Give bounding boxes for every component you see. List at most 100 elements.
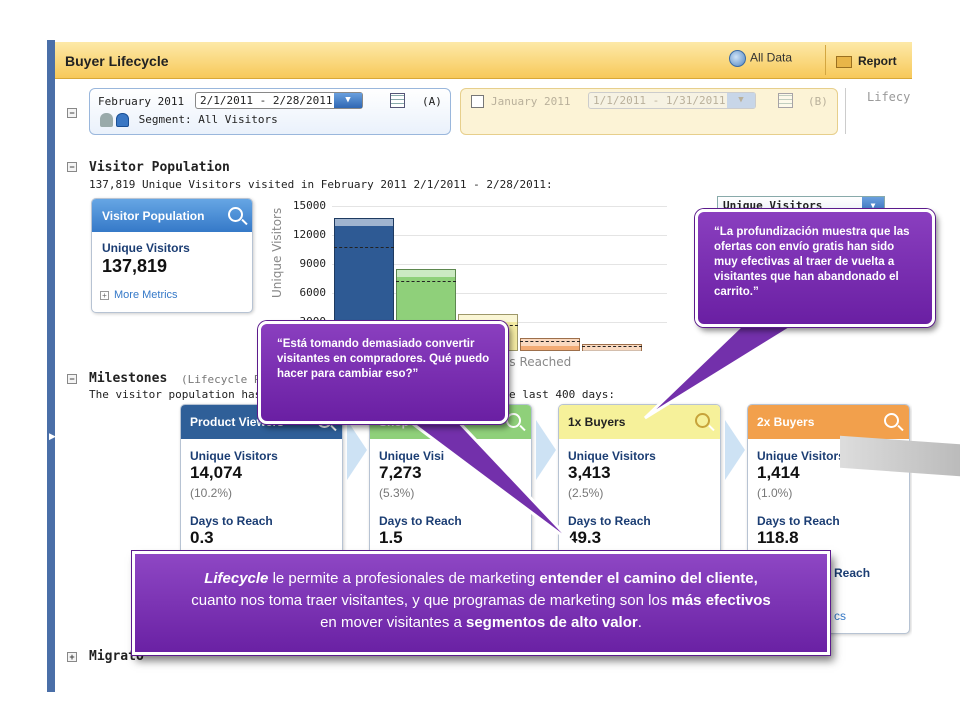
right-callout: “La profundización muestra que las ofert… bbox=[695, 209, 935, 327]
chart-bar-highlight bbox=[397, 269, 455, 277]
days-to-reach-extra: Reach bbox=[834, 566, 871, 580]
collapse-filters-toggle[interactable]: − bbox=[67, 108, 77, 118]
search-icon[interactable] bbox=[506, 413, 521, 428]
expand-icon: + bbox=[100, 290, 109, 300]
more-metrics-link[interactable]: cs bbox=[834, 609, 846, 623]
unique-visitors-label: Unique Visitors bbox=[102, 241, 190, 255]
right-callout-text: “La profundización muestra que las ofert… bbox=[714, 226, 910, 298]
calendar-icon[interactable] bbox=[778, 93, 793, 108]
expand-migrators[interactable]: + bbox=[67, 652, 77, 662]
days-to-reach-label: Days to Reach bbox=[190, 514, 273, 528]
chevron-down-icon[interactable]: ▼ bbox=[727, 93, 755, 108]
segment-label: Segment: All Visitors bbox=[138, 113, 278, 126]
gridline bbox=[332, 235, 667, 236]
search-icon[interactable] bbox=[228, 207, 243, 222]
days-to-reach-label: Days to Reach bbox=[757, 514, 840, 528]
days-to-reach-value: 49.3 bbox=[568, 528, 602, 547]
y-tick-label: 15000 bbox=[292, 199, 326, 212]
days-to-reach-value: 118.8 bbox=[757, 528, 799, 547]
banner-l1-emphasis: entender el camino del cliente, bbox=[539, 570, 758, 587]
chart-average-line bbox=[334, 246, 394, 248]
flow-chevron-icon bbox=[725, 420, 747, 480]
globe-icon bbox=[729, 50, 746, 67]
flow-chevron-icon bbox=[536, 420, 558, 480]
unique-visitors-percent: (2.5%) bbox=[568, 486, 604, 500]
milestone-card-title: 1x Buyers bbox=[568, 415, 626, 429]
range-tag-a: (A) bbox=[422, 95, 442, 108]
calendar-icon[interactable] bbox=[390, 93, 405, 108]
y-tick-label: 9000 bbox=[299, 257, 327, 270]
y-tick-label: 12000 bbox=[292, 228, 326, 241]
report-icon bbox=[836, 55, 852, 68]
collapse-milestones[interactable]: − bbox=[67, 374, 77, 384]
gridline bbox=[332, 293, 667, 294]
visitor-population-title: Visitor Population bbox=[89, 160, 230, 175]
left-callout-text: “Está tomando demasiado convertir visita… bbox=[277, 338, 490, 380]
days-to-reach-label: Days to Reach bbox=[379, 514, 462, 528]
banner-l3-text: en mover visitantes a bbox=[320, 614, 466, 631]
date-range-b: January 2011 1/1/2011 - 1/31/2011 ▼ (B) bbox=[460, 88, 838, 135]
app-title: Buyer Lifecycle bbox=[65, 53, 169, 69]
milestones-subtitle-right: e last 400 days: bbox=[509, 388, 615, 401]
title-bar: Buyer Lifecycle All Data Report bbox=[55, 42, 912, 79]
date-range-value-a: 2/1/2011 - 2/28/2011 bbox=[200, 94, 333, 107]
date-range-select-a[interactable]: 2/1/2011 - 2/28/2011 ▼ bbox=[195, 92, 363, 109]
unique-visitors-value: 137,819 bbox=[102, 256, 168, 276]
milestone-card-title: 2x Buyers bbox=[757, 415, 815, 429]
expand-arrow-icon[interactable]: ▶ bbox=[49, 432, 56, 442]
date-range-select-b[interactable]: 1/1/2011 - 1/31/2011 ▼ bbox=[588, 92, 756, 109]
visitor-population-card-title: Visitor Population bbox=[102, 209, 205, 223]
visitor-population-card[interactable]: Visitor Population Unique Visitors 137,8… bbox=[91, 198, 253, 313]
chart-bar-highlight bbox=[521, 338, 579, 346]
more-metrics-link[interactable]: + More Metrics bbox=[100, 289, 178, 301]
unique-visitors-label: Unique Visitors bbox=[190, 449, 278, 463]
milestones-title: Milestones bbox=[89, 371, 168, 386]
chart-bar-highlight bbox=[583, 345, 641, 353]
chart-average-line bbox=[396, 281, 456, 283]
days-to-reach-value: 1.5 bbox=[379, 528, 403, 547]
search-icon[interactable] bbox=[884, 413, 899, 428]
milestones-note: (Lifecycle Pe bbox=[181, 373, 268, 386]
people-icon[interactable] bbox=[116, 113, 129, 127]
unique-visitors-value: 3,413 bbox=[568, 463, 611, 482]
flow-chevron-icon bbox=[347, 420, 369, 480]
chart-bar-2x-buyers[interactable] bbox=[582, 344, 642, 353]
unique-visitors-percent: (1.0%) bbox=[757, 486, 793, 500]
unique-visitors-label: Unique Visi bbox=[379, 449, 445, 463]
person-icon[interactable] bbox=[100, 113, 113, 127]
gridline bbox=[332, 206, 667, 207]
date-range-a: February 2011 2/1/2011 - 2/28/2011 ▼ (A)… bbox=[89, 88, 451, 135]
visitor-population-card-header: Visitor Population bbox=[92, 199, 252, 232]
collapse-visitor-population[interactable]: − bbox=[67, 162, 77, 172]
chart-average-line bbox=[520, 340, 580, 342]
unique-visitors-percent: (5.3%) bbox=[379, 486, 415, 500]
panel-divider bbox=[845, 88, 846, 134]
date-range-value-b: 1/1/2011 - 1/31/2011 bbox=[593, 94, 726, 107]
month-label-b: January 2011 bbox=[491, 95, 571, 108]
unique-visitors-value: 1,414 bbox=[757, 463, 800, 482]
unique-visitors-value: 7,273 bbox=[379, 463, 422, 482]
y-tick-label: 6000 bbox=[299, 286, 327, 299]
side-panel-label: Lifecy bbox=[867, 90, 911, 104]
gridline bbox=[332, 264, 667, 265]
compare-checkbox[interactable] bbox=[471, 95, 484, 108]
range-tag-b: (B) bbox=[808, 95, 828, 108]
chart-x-axis-label: es Reached bbox=[502, 355, 572, 369]
unique-visitors-label: Unique Visitors bbox=[568, 449, 656, 463]
all-data-button[interactable]: All Data bbox=[729, 50, 824, 72]
banner-line-2: cuanto nos toma traer visitantes, y que … bbox=[145, 590, 817, 612]
visitor-population-subtitle: 137,819 Unique Visitors visited in Febru… bbox=[89, 178, 553, 191]
left-callout: “Está tomando demasiado convertir visita… bbox=[258, 321, 508, 424]
banner-l2-emphasis: más efectivos bbox=[671, 592, 771, 609]
chevron-down-icon[interactable]: ▼ bbox=[334, 93, 362, 108]
more-metrics-label: More Metrics bbox=[114, 289, 178, 301]
banner-l3-end: . bbox=[637, 614, 642, 631]
month-label-a: February 2011 bbox=[98, 95, 185, 108]
report-button[interactable]: Report bbox=[825, 45, 912, 75]
search-icon[interactable] bbox=[695, 413, 710, 428]
chart-y-axis-label: Unique Visitors bbox=[270, 207, 284, 298]
unique-visitors-label: Unique Visitors bbox=[757, 449, 845, 463]
left-panel-edge[interactable] bbox=[47, 40, 55, 692]
unique-visitors-value: 14,074 bbox=[190, 463, 242, 482]
banner-line-3: en mover visitantes a segmentos de alto … bbox=[145, 612, 817, 634]
